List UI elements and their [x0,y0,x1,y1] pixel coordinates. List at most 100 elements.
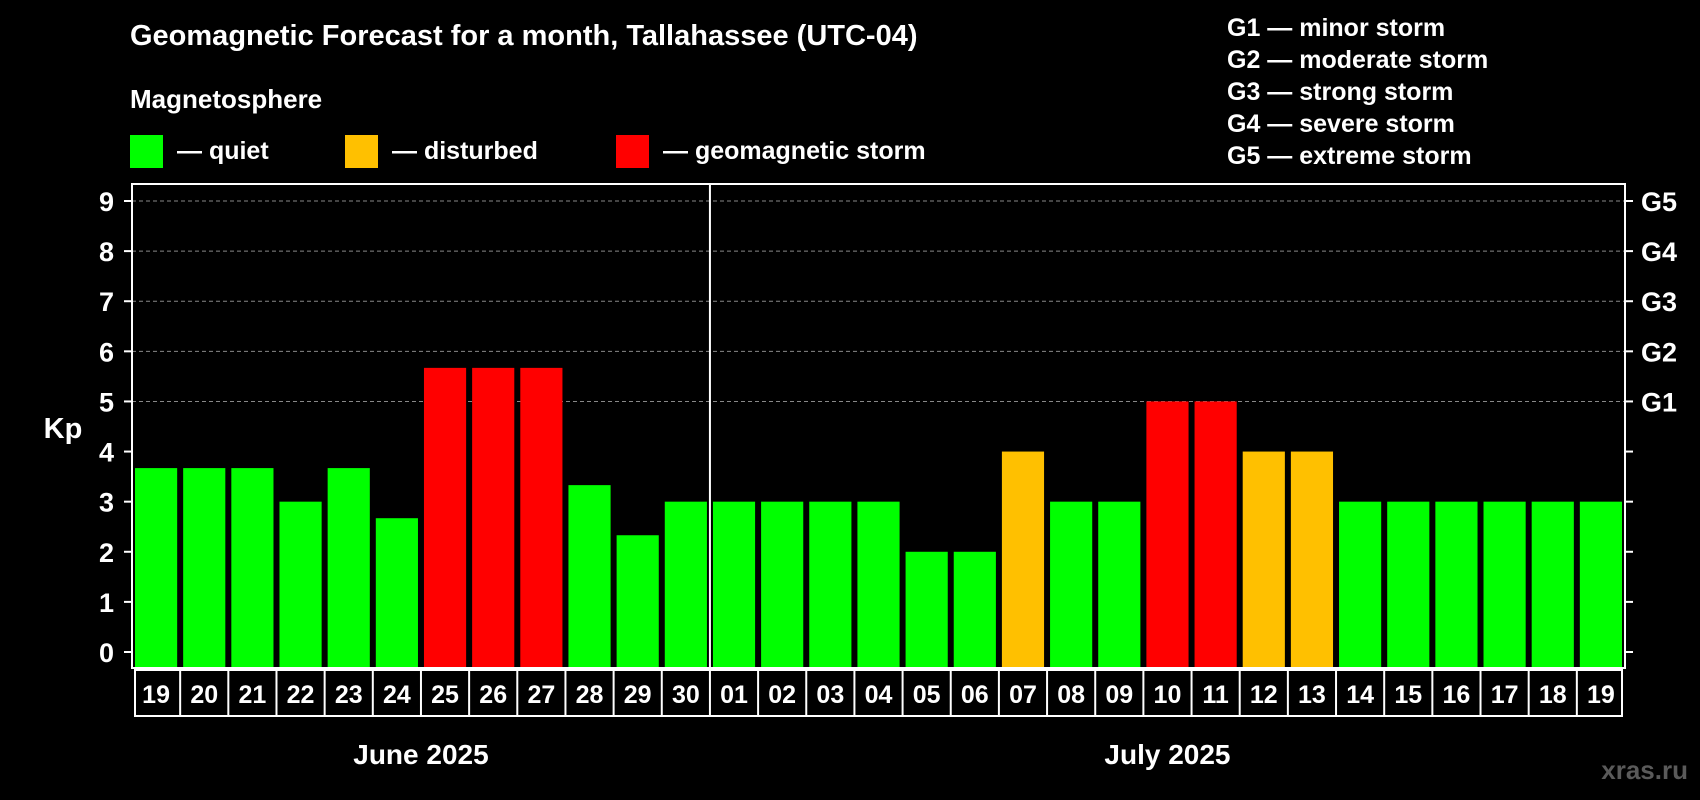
date-label-15: 04 [865,681,893,709]
kp-bar-21 [1146,401,1189,667]
date-label-16: 05 [913,681,941,709]
date-label-11: 30 [672,681,700,709]
kp-bar-19 [1050,501,1093,667]
legend-label-storm: — geomagnetic storm [663,136,926,165]
g-legend-g1: G1 — minor storm [1227,14,1446,42]
date-label-30: 19 [1587,681,1615,709]
kp-bar-16 [905,551,948,667]
chart-subtitle: Magnetosphere [130,84,323,114]
right-axis-label-g1: G1 [1641,387,1677,417]
g-legend-g4: G4 — severe storm [1227,110,1455,138]
legend-swatch-storm [616,134,649,168]
y-tick-label-9: 9 [99,187,114,217]
kp-bar-23 [1242,451,1285,667]
y-tick-label-8: 8 [99,237,114,267]
date-label-4: 23 [335,681,363,709]
y-tick-label-0: 0 [99,638,114,668]
date-label-1: 20 [190,681,218,709]
right-axis-label-g2: G2 [1641,337,1677,367]
plot-frame [131,183,1626,669]
right-axis-label-g3: G3 [1641,287,1677,317]
date-label-3: 22 [287,681,315,709]
g-legend-g2: G2 — moderate storm [1227,46,1489,74]
kp-bar-6 [423,367,467,667]
date-label-8: 27 [527,681,555,709]
date-axis-frame [134,669,1623,717]
y-tick-label-6: 6 [99,337,114,367]
date-label-10: 29 [624,681,652,709]
kp-bar-24 [1290,451,1334,667]
date-label-6: 25 [431,681,459,709]
kp-bar-17 [953,551,996,667]
legend-item-storm: — geomagnetic storm [616,134,926,168]
legend-item-disturbed: — disturbed [345,134,538,168]
date-label-0: 19 [142,681,170,709]
right-axis-label-g4: G4 [1641,237,1677,267]
right-axis-label-g5: G5 [1641,187,1677,217]
kp-bar-28 [1483,501,1526,667]
kp-bar-4 [327,468,370,667]
kp-bar-30 [1579,501,1622,667]
kp-bar-26 [1387,501,1430,667]
kp-bar-7 [472,367,515,667]
legend-swatch-quiet [130,134,163,168]
y-tick-label-4: 4 [99,438,114,468]
date-label-9: 28 [576,681,604,709]
kp-bar-15 [857,501,900,667]
legend-swatch-disturbed [345,134,378,168]
kp-bar-10 [616,535,659,667]
kp-bar-3 [279,501,322,667]
kp-bar-2 [231,468,274,667]
chart-title: Geomagnetic Forecast for a month, Tallah… [130,20,918,52]
y-tick-label-2: 2 [99,538,114,568]
y-tick-label-7: 7 [99,287,114,317]
g-legend-g3: G3 — strong storm [1227,78,1454,106]
kp-bar-5 [375,518,418,667]
kp-bar-13 [761,501,804,667]
kp-bar-29 [1531,501,1574,667]
date-label-26: 15 [1394,681,1422,709]
y-tick-label-3: 3 [99,488,114,518]
date-label-18: 07 [1009,681,1037,709]
date-label-21: 10 [1154,681,1182,709]
date-label-12: 01 [720,681,748,709]
kp-bar-8 [520,367,563,667]
date-label-13: 02 [768,681,796,709]
date-label-25: 14 [1346,681,1374,709]
kp-bar-11 [664,501,707,667]
month-label-0: June 2025 [353,739,488,770]
date-label-20: 09 [1105,681,1133,709]
kp-bar-0 [135,468,178,667]
legend-item-quiet: — quiet [130,134,269,168]
kp-bar-20 [1098,501,1141,667]
watermark: xras.ru [1601,755,1688,785]
legend-label-disturbed: — disturbed [392,136,538,165]
date-label-17: 06 [961,681,989,709]
kp-bar-27 [1435,501,1478,667]
date-label-7: 26 [479,681,507,709]
date-label-23: 12 [1250,681,1278,709]
month-label-1: July 2025 [1104,739,1230,770]
legend-label-quiet: — quiet [177,136,269,165]
y-axis-label: Kp [44,413,83,445]
kp-bar-12 [712,501,756,667]
y-tick-label-1: 1 [99,588,114,618]
g-scale-legend: G1 — minor storm G2 — moderate storm G3 … [1227,12,1488,172]
kp-bar-18 [1001,451,1045,667]
date-label-22: 11 [1202,681,1229,709]
date-label-29: 18 [1539,681,1567,709]
date-label-5: 24 [383,681,411,709]
date-label-19: 08 [1057,681,1085,709]
g-legend-g5: G5 — extreme storm [1227,142,1472,170]
kp-bar-1 [183,468,226,667]
date-label-24: 13 [1298,681,1326,709]
date-label-28: 17 [1491,681,1519,709]
date-label-14: 03 [816,681,844,709]
kp-bar-14 [809,501,852,667]
date-label-2: 21 [238,681,266,709]
y-tick-label-5: 5 [99,387,114,417]
kp-bar-22 [1194,401,1237,667]
kp-bar-9 [568,485,611,667]
kp-bar-25 [1339,501,1382,667]
